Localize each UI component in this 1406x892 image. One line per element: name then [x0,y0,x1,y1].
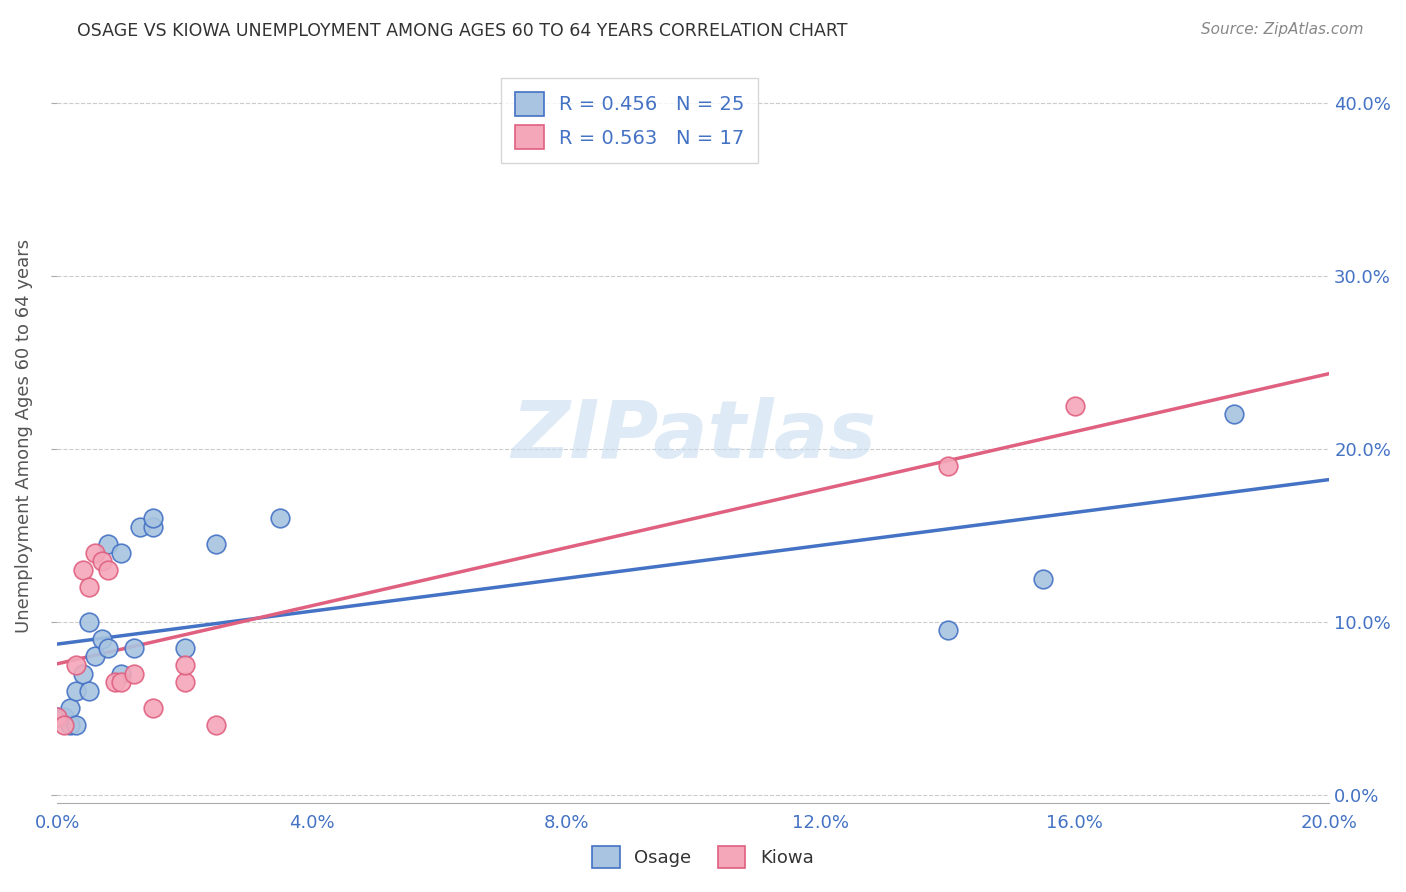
Point [90,632,112,646]
Text: OSAGE VS KIOWA UNEMPLOYMENT AMONG AGES 60 TO 64 YEARS CORRELATION CHART: OSAGE VS KIOWA UNEMPLOYMENT AMONG AGES 6… [77,22,848,40]
Legend: Osage, Kiowa: Osage, Kiowa [582,835,824,879]
Point [173,657,195,672]
Point [142,701,165,715]
Point [173,640,195,655]
Point [205,718,228,732]
Point [90,554,112,568]
Point [110,666,132,681]
Point [97,640,120,655]
Point [936,459,959,474]
Point [110,546,132,560]
Point [77,615,100,629]
Point [142,511,165,525]
Point [59,718,82,732]
Point [46,710,69,724]
Point [52,710,75,724]
Legend: R = 0.456   N = 25, R = 0.563   N = 17: R = 0.456 N = 25, R = 0.563 N = 17 [501,78,758,162]
Point [97,537,120,551]
Text: Source: ZipAtlas.com: Source: ZipAtlas.com [1201,22,1364,37]
Point [59,701,82,715]
Point [122,666,145,681]
Point [72,563,94,577]
Point [77,580,100,594]
Point [269,511,291,525]
Point [1063,399,1085,413]
Point [65,657,87,672]
Point [129,519,152,533]
Point [173,675,195,690]
Point [110,675,132,690]
Point [1223,407,1246,421]
Point [65,684,87,698]
Point [84,546,107,560]
Point [84,649,107,664]
Point [1032,572,1054,586]
Point [72,666,94,681]
Point [142,519,165,533]
Text: ZIPatlas: ZIPatlas [510,397,876,475]
Point [936,624,959,638]
Point [122,640,145,655]
Y-axis label: Unemployment Among Ages 60 to 64 years: Unemployment Among Ages 60 to 64 years [15,239,32,633]
Point [97,563,120,577]
Point [205,537,228,551]
Point [65,718,87,732]
Point [103,675,125,690]
Point [46,710,69,724]
Point [52,718,75,732]
Point [77,684,100,698]
